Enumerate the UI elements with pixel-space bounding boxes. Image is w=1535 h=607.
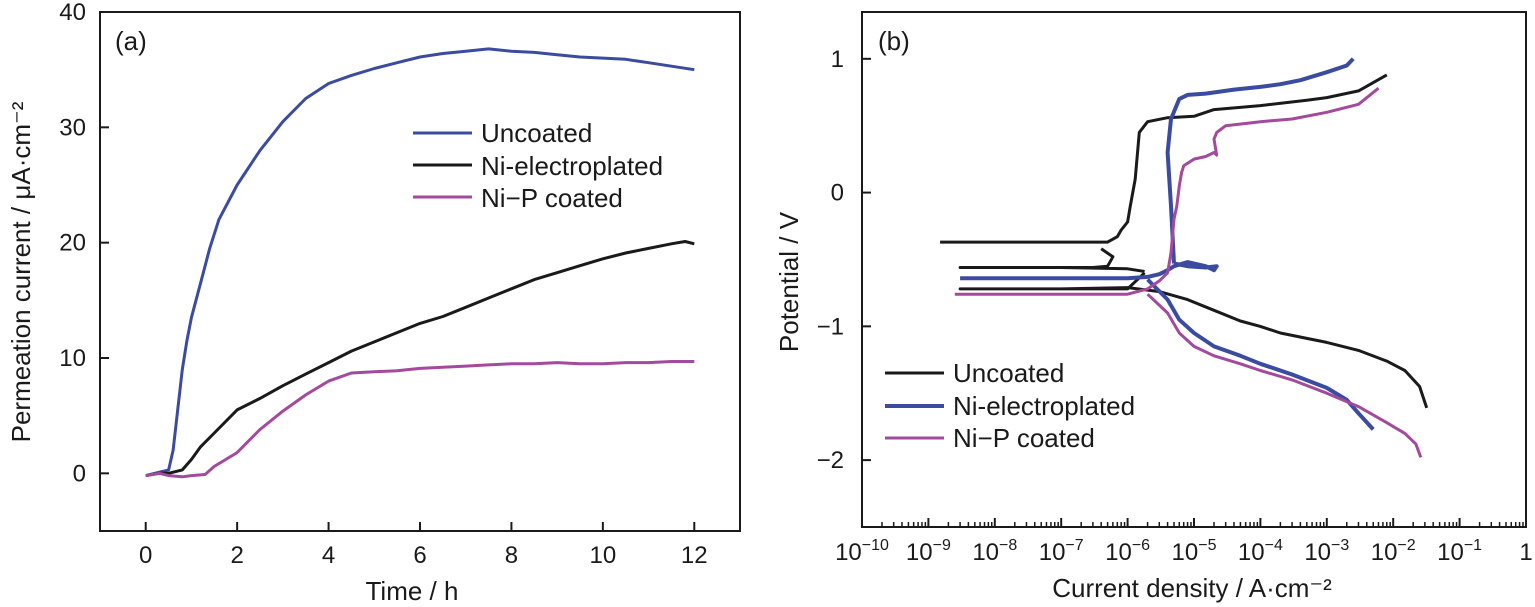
- panel-b-x-tick-label: 10−5: [1172, 537, 1217, 566]
- panel-b-x-tick-label: 10−4: [1238, 537, 1283, 566]
- panel-a-series-line-ni-p-coated: [145, 360, 695, 479]
- panel-b-series-line-ni-electroplated: [1165, 57, 1355, 264]
- panel-a-y-tick-label: 10: [59, 345, 86, 372]
- panel-a: (a) 0 10 20 30 40 0 2 4 6 8 10 12 Time / h Permeat…: [6, 0, 741, 606]
- panel-a-legend: Uncoated Ni-electroplated Ni−P coated: [413, 118, 663, 213]
- panel-b-tag: (b): [878, 26, 910, 56]
- panel-b-x-tick-label: 10−2: [1371, 537, 1416, 566]
- panel-b-series-line-ni-electroplated: [1146, 278, 1375, 431]
- panel-a-x-tick-label: 0: [139, 542, 152, 569]
- panel-a-x-tick-label: 12: [681, 542, 708, 569]
- panel-b-x-tick-label: 10−3: [1304, 537, 1349, 566]
- panel-b: (b) 10−1−2 10−10 10−9 10−8 10−7 10−6 10−5 10−4…: [774, 11, 1533, 603]
- panel-a-x-tick-label: 10: [590, 542, 617, 569]
- panel-a-legend-label-uncoated: Uncoated: [481, 118, 592, 148]
- panel-a-series-line-uncoated: [145, 47, 695, 478]
- panel-a-x-tick-label: 8: [505, 542, 518, 569]
- panel-b-x-axis-label: Current density / A·cm⁻²: [1052, 573, 1332, 603]
- panel-b-x-tick-label: 10−10: [835, 537, 889, 566]
- panel-a-y-tick-label: 40: [59, 0, 86, 26]
- panel-b-x-tick-label: 10−9: [906, 537, 951, 566]
- panel-b-y-tick-label: 1: [831, 46, 844, 73]
- panel-b-y-tick-label: −2: [817, 447, 844, 474]
- panel-a-y-axis-label: Permeation current / μA·cm⁻²: [6, 101, 36, 442]
- panel-b-series-line-uncoated: [958, 271, 1429, 409]
- panel-a-legend-label-ni-electroplated: Ni-electroplated: [481, 151, 663, 181]
- panel-b-series-line-uncoated: [958, 247, 1145, 273]
- panel-a-x-tick-label: 2: [230, 542, 243, 569]
- panel-b-x-ticks: 10−10 10−9 10−8 10−7 10−6 10−5 10−4 10−3 10−2 10−…: [835, 518, 1533, 566]
- panel-b-series-line-ni-electroplated: [960, 260, 1219, 281]
- panel-a-tag: (a): [115, 26, 147, 56]
- panel-a-y-tick-label: 20: [59, 230, 86, 257]
- panel-b-x-tick-label: 10−6: [1105, 537, 1150, 566]
- panel-a-series: [145, 47, 695, 479]
- panel-b-series: [940, 57, 1429, 458]
- panel-a-x-axis-label: Time / h: [366, 576, 459, 606]
- panel-b-y-axis-label: Potential / V: [774, 211, 804, 352]
- panel-b-y-ticks: 1 0 −1 −2: [817, 46, 871, 474]
- panel-b-x-tick-label: 10−8: [972, 537, 1017, 566]
- panel-b-legend-label-ni-electroplated: Ni-electroplated: [953, 391, 1135, 421]
- panel-a-series-line-ni-electroplated: [145, 240, 695, 478]
- panel-a-x-ticks: 0 2 4 6 8 10 12: [139, 522, 708, 569]
- panel-b-x-tick-label: 10−7: [1039, 537, 1084, 566]
- panel-a-x-tick-label: 4: [322, 542, 335, 569]
- panel-b-series-line-ni-p-coated: [954, 87, 1380, 296]
- panel-b-series-line-ni-p-coated: [1146, 293, 1423, 458]
- panel-a-legend-label-ni-p-coated: Ni−P coated: [481, 183, 623, 213]
- panel-b-legend-label-uncoated: Uncoated: [953, 358, 1064, 388]
- panel-b-legend-label-ni-p-coated: Ni−P coated: [953, 423, 1095, 453]
- panel-b-series-line-uncoated: [940, 73, 1388, 244]
- panel-a-x-tick-label: 6: [413, 542, 426, 569]
- panel-a-y-tick-label: 30: [59, 114, 86, 141]
- panel-b-legend: Uncoated Ni-electroplated Ni−P coated: [885, 358, 1135, 453]
- panel-a-y-ticks: 0 10 20 30 40: [59, 0, 109, 487]
- panel-b-x-tick-label: 1: [1519, 539, 1532, 566]
- panel-b-y-tick-label: 0: [831, 180, 844, 207]
- panel-a-y-tick-label: 0: [73, 460, 86, 487]
- panel-b-y-tick-label: −1: [817, 313, 844, 340]
- panel-b-x-tick-label: 10−1: [1437, 537, 1482, 566]
